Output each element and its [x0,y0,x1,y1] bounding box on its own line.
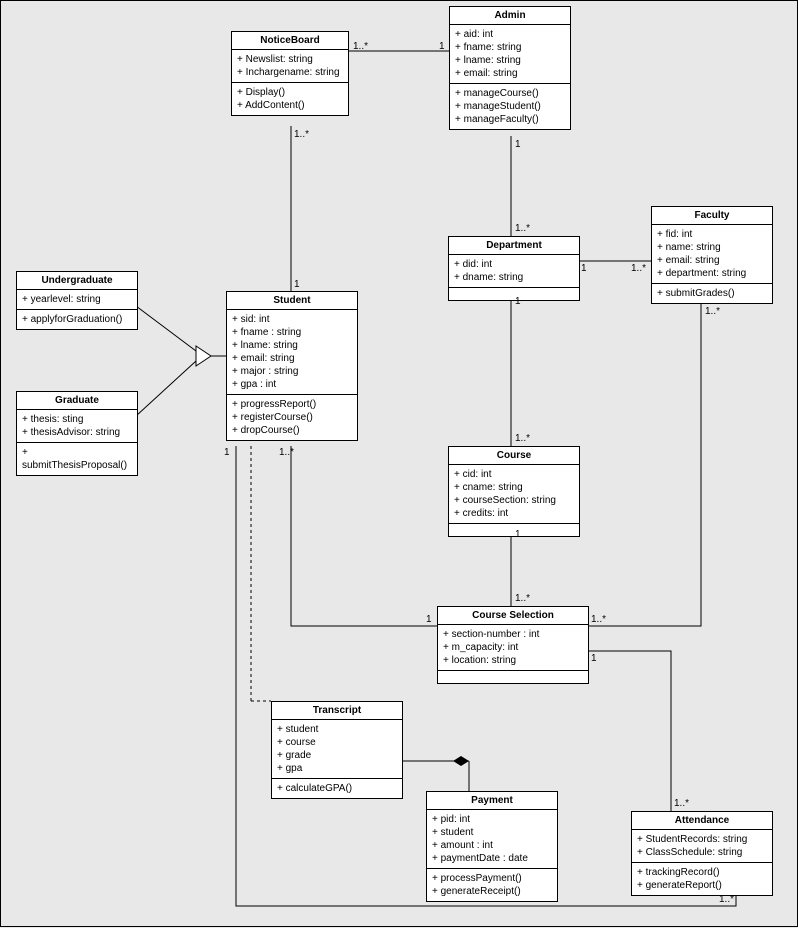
methods: + progressReport() + registerCourse() + … [227,395,357,440]
class-payment: Payment + pid: int + student + amount : … [426,791,558,902]
attrs: + yearlevel: string [17,290,137,310]
class-title: Admin [450,7,570,25]
class-title: Faculty [652,207,772,225]
mult: 1..* [719,894,734,905]
attrs: + sid: int + fname : string + lname: str… [227,310,357,395]
class-course: Course + cid: int + cname: string + cour… [448,446,580,537]
mult: 1 [581,263,587,274]
mult: 1..* [294,129,309,140]
attrs: + fid: int + name: string + email: strin… [652,225,772,284]
attrs: + thesis: sting + thesisAdvisor: string [17,410,137,443]
mult: 1 [591,653,597,664]
mult: 1 [426,614,432,625]
class-courseselection: Course Selection + section-number : int … [437,606,589,684]
class-title: Payment [427,792,557,810]
mult: 1..* [515,433,530,444]
attrs: + StudentRecords: string + ClassSchedule… [632,830,772,863]
class-title: Course [449,447,579,465]
class-graduate: Graduate + thesis: sting + thesisAdvisor… [16,391,138,476]
mult: 1..* [705,306,720,317]
mult: 1 [294,279,300,290]
mult: 1 [515,529,521,540]
mult: 1..* [353,41,368,52]
class-undergraduate: Undergraduate + yearlevel: string + appl… [16,271,138,330]
mult: 1..* [279,447,294,458]
mult: 1..* [515,223,530,234]
class-title: Attendance [632,812,772,830]
mult: 1 [439,41,445,52]
mult: 1 [515,296,521,307]
class-attendance: Attendance + StudentRecords: string + Cl… [631,811,773,896]
mult: 1..* [591,614,606,625]
class-noticeboard: NoticeBoard + Newslist: string + Incharg… [231,31,349,116]
class-title: Graduate [17,392,137,410]
methods: + submitGrades() [652,284,772,303]
class-admin: Admin + aid: int + fname: string + lname… [449,6,571,130]
attrs: + did: int + dname: string [449,255,579,288]
class-title: Undergraduate [17,272,137,290]
mult: 1..* [631,263,646,274]
mult: 1 [224,447,230,458]
class-title: Department [449,237,579,255]
class-student: Student + sid: int + fname : string + ln… [226,291,358,441]
class-title: NoticeBoard [232,32,348,50]
methods: + applyforGraduation() [17,310,137,329]
methods: + Display() + AddContent() [232,83,348,115]
class-title: Student [227,292,357,310]
methods: + manageCourse() + manageStudent() + man… [450,84,570,129]
class-title: Transcript [272,702,402,720]
mult: 1..* [674,798,689,809]
attrs: + student + course + grade + gpa [272,720,402,779]
attrs: + section-number : int + m_capacity: int… [438,625,588,671]
methods: + calculateGPA() [272,779,402,798]
attrs: + pid: int + student + amount : int + pa… [427,810,557,869]
methods: + processPayment() + generateReceipt() [427,869,557,901]
class-transcript: Transcript + student + course + grade + … [271,701,403,799]
class-title: Course Selection [438,607,588,625]
attrs: + cid: int + cname: string + courseSecti… [449,465,579,524]
methods: + trackingRecord() + generateReport() [632,863,772,895]
methods: + submitThesisProposal() [17,443,137,475]
mult: 1 [515,139,521,150]
mult: 1..* [515,593,530,604]
class-department: Department + did: int + dname: string [448,236,580,301]
attrs: + aid: int + fname: string + lname: stri… [450,25,570,84]
attrs: + Newslist: string + Inchargename: strin… [232,50,348,83]
class-faculty: Faculty + fid: int + name: string + emai… [651,206,773,304]
